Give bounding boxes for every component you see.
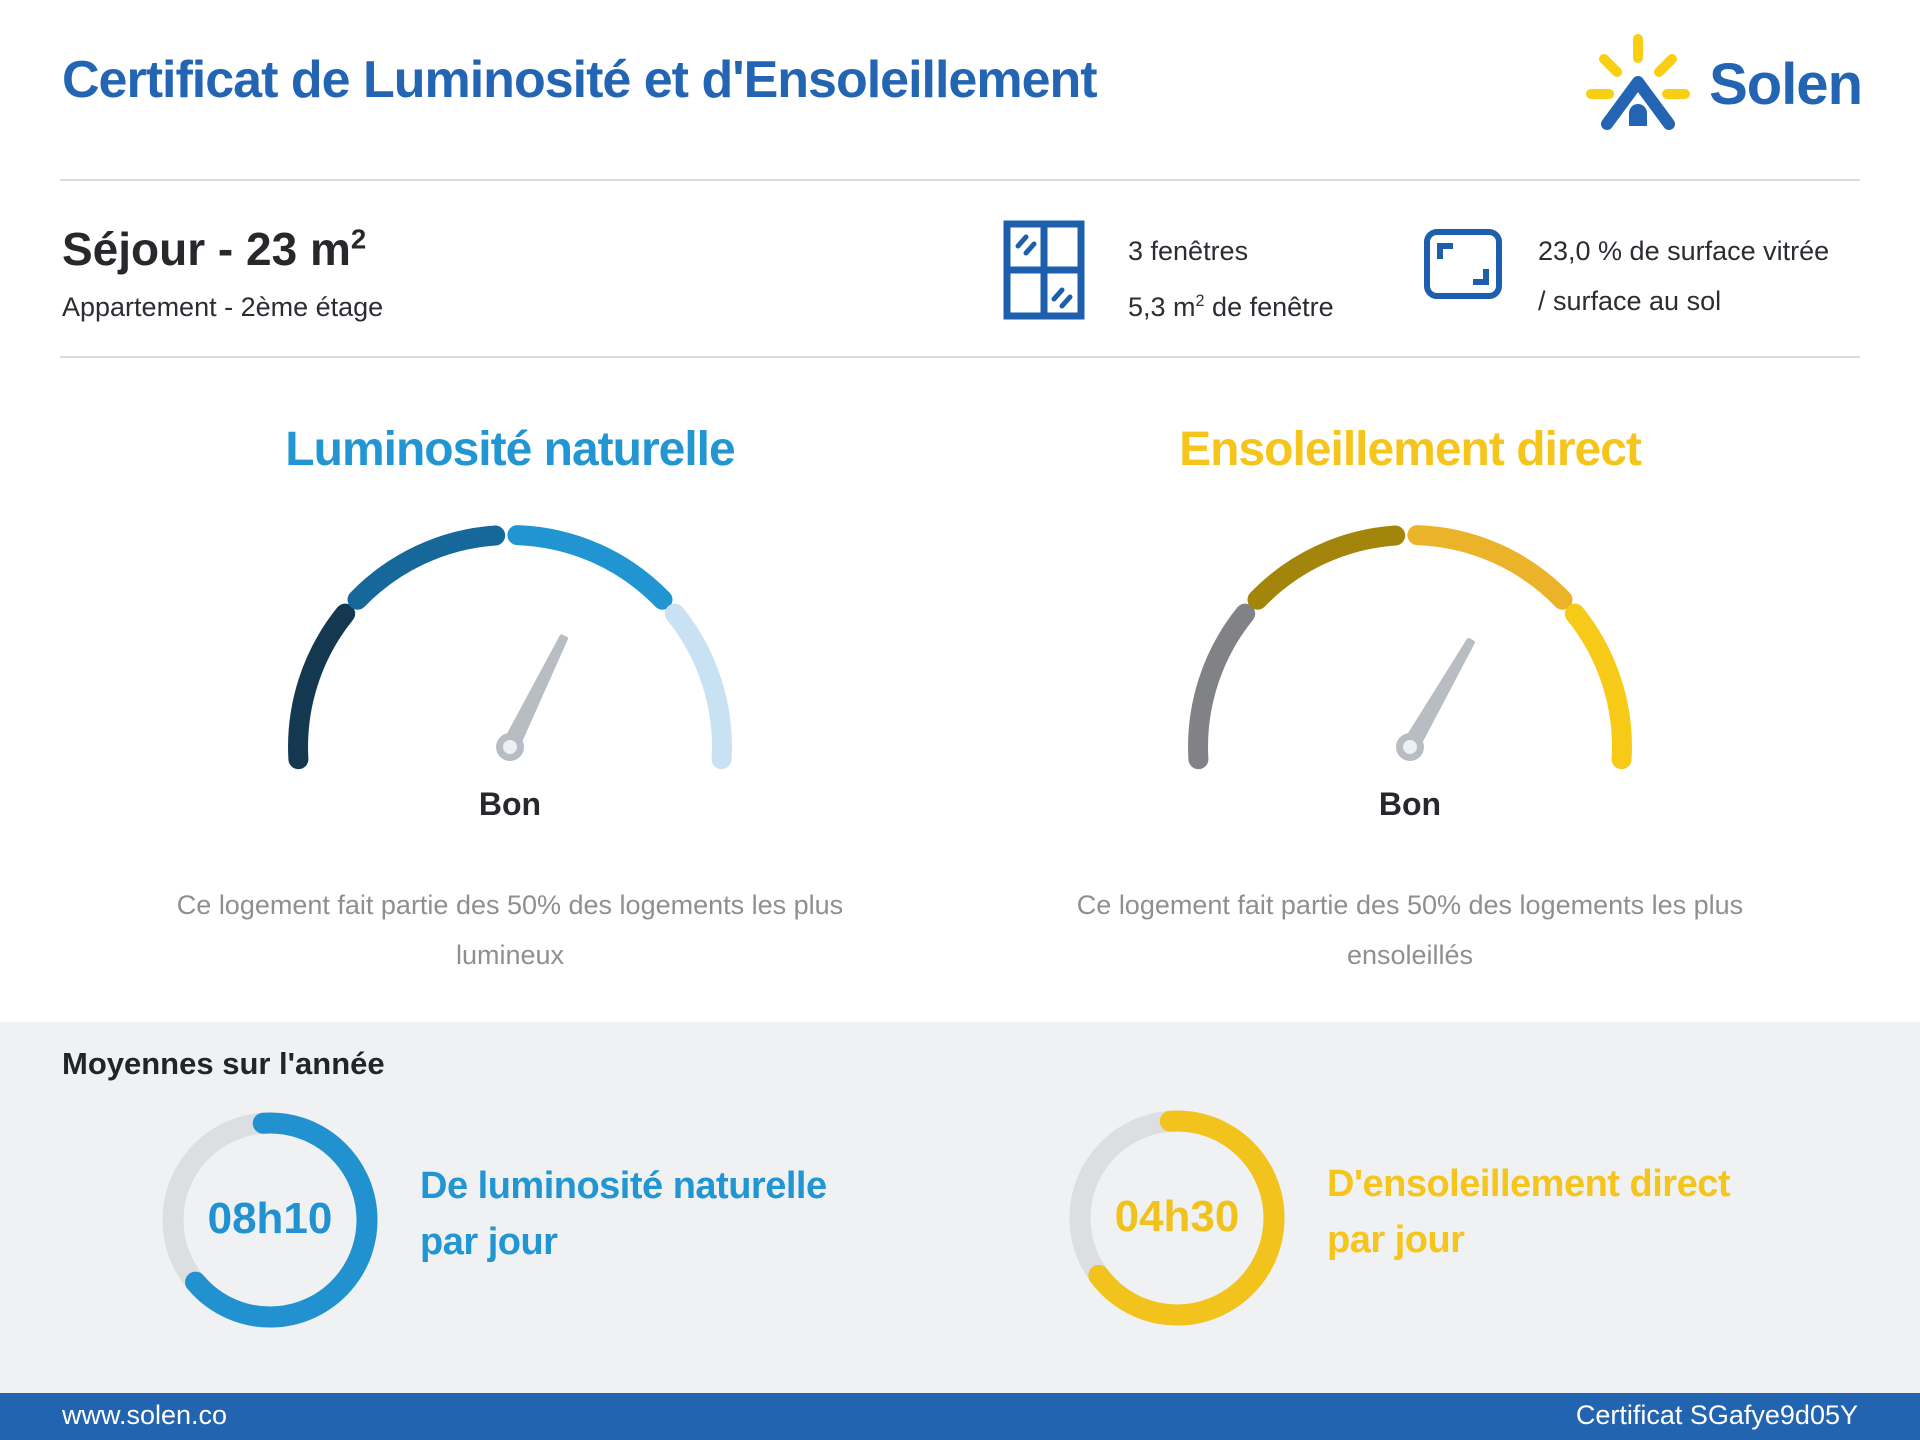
window-area: 5,3 m2 de fenêtre	[1128, 292, 1334, 322]
gauge-title-ensoleillement: Ensoleillement direct	[1179, 423, 1642, 476]
page-title: Certificat de Luminosité et d'Ensoleille…	[62, 51, 1098, 109]
ring-ensoleillement	[1069, 1110, 1285, 1326]
solen-logo: Solen	[1583, 33, 1863, 132]
gauge-luminosite	[288, 525, 732, 770]
window-count: 3 fenêtres	[1128, 236, 1249, 266]
ring-caption-luminosite: De luminosité naturelle par jour	[420, 1165, 827, 1263]
window-info: 3 fenêtres 5,3 m2 de fenêtre	[1128, 226, 1334, 332]
room-area-exponent: 2	[350, 223, 367, 255]
room-subtitle: Appartement - 2ème étage	[62, 292, 384, 322]
ring-value-ensoleillement: 04h30	[1114, 1192, 1240, 1241]
rating-luminosite: Bon	[478, 786, 542, 822]
description-ensoleillement: Ce logement fait partie des 50% des loge…	[1076, 890, 1744, 970]
sun-house-icon	[1583, 32, 1693, 137]
window-icon	[1003, 220, 1085, 325]
brand-name: Solen	[1709, 51, 1863, 117]
room-title: Séjour - 23 m2	[62, 223, 367, 275]
surface-icon	[1423, 228, 1503, 305]
header-divider	[60, 179, 1860, 181]
footer-bar: www.solen.co Certificat SGafye9d05Y	[0, 1393, 1920, 1440]
ring-caption-ensoleillement: D'ensoleillement direct par jour	[1327, 1163, 1731, 1261]
glazing-info: 23,0 % de surface vitrée / surface au so…	[1538, 226, 1829, 326]
averages-heading: Moyennes sur l'année	[62, 1046, 385, 1081]
glazing-ratio-line2: / surface au sol	[1538, 286, 1722, 316]
rating-ensoleillement: Bon	[1378, 786, 1442, 822]
averages-section	[0, 1022, 1920, 1393]
ring-luminosite	[162, 1112, 378, 1328]
gauge-title-luminosite: Luminosité naturelle	[285, 423, 735, 476]
section-divider	[60, 356, 1860, 358]
certificate-id: Certificat SGafye9d05Y	[1575, 1400, 1858, 1430]
website-link[interactable]: www.solen.co	[62, 1400, 228, 1430]
glazing-ratio: 23,0 % de surface vitrée	[1538, 236, 1830, 266]
ring-value-luminosite: 08h10	[207, 1194, 333, 1243]
gauge-ensoleillement	[1188, 525, 1632, 770]
description-luminosite: Ce logement fait partie des 50% des loge…	[176, 890, 844, 970]
